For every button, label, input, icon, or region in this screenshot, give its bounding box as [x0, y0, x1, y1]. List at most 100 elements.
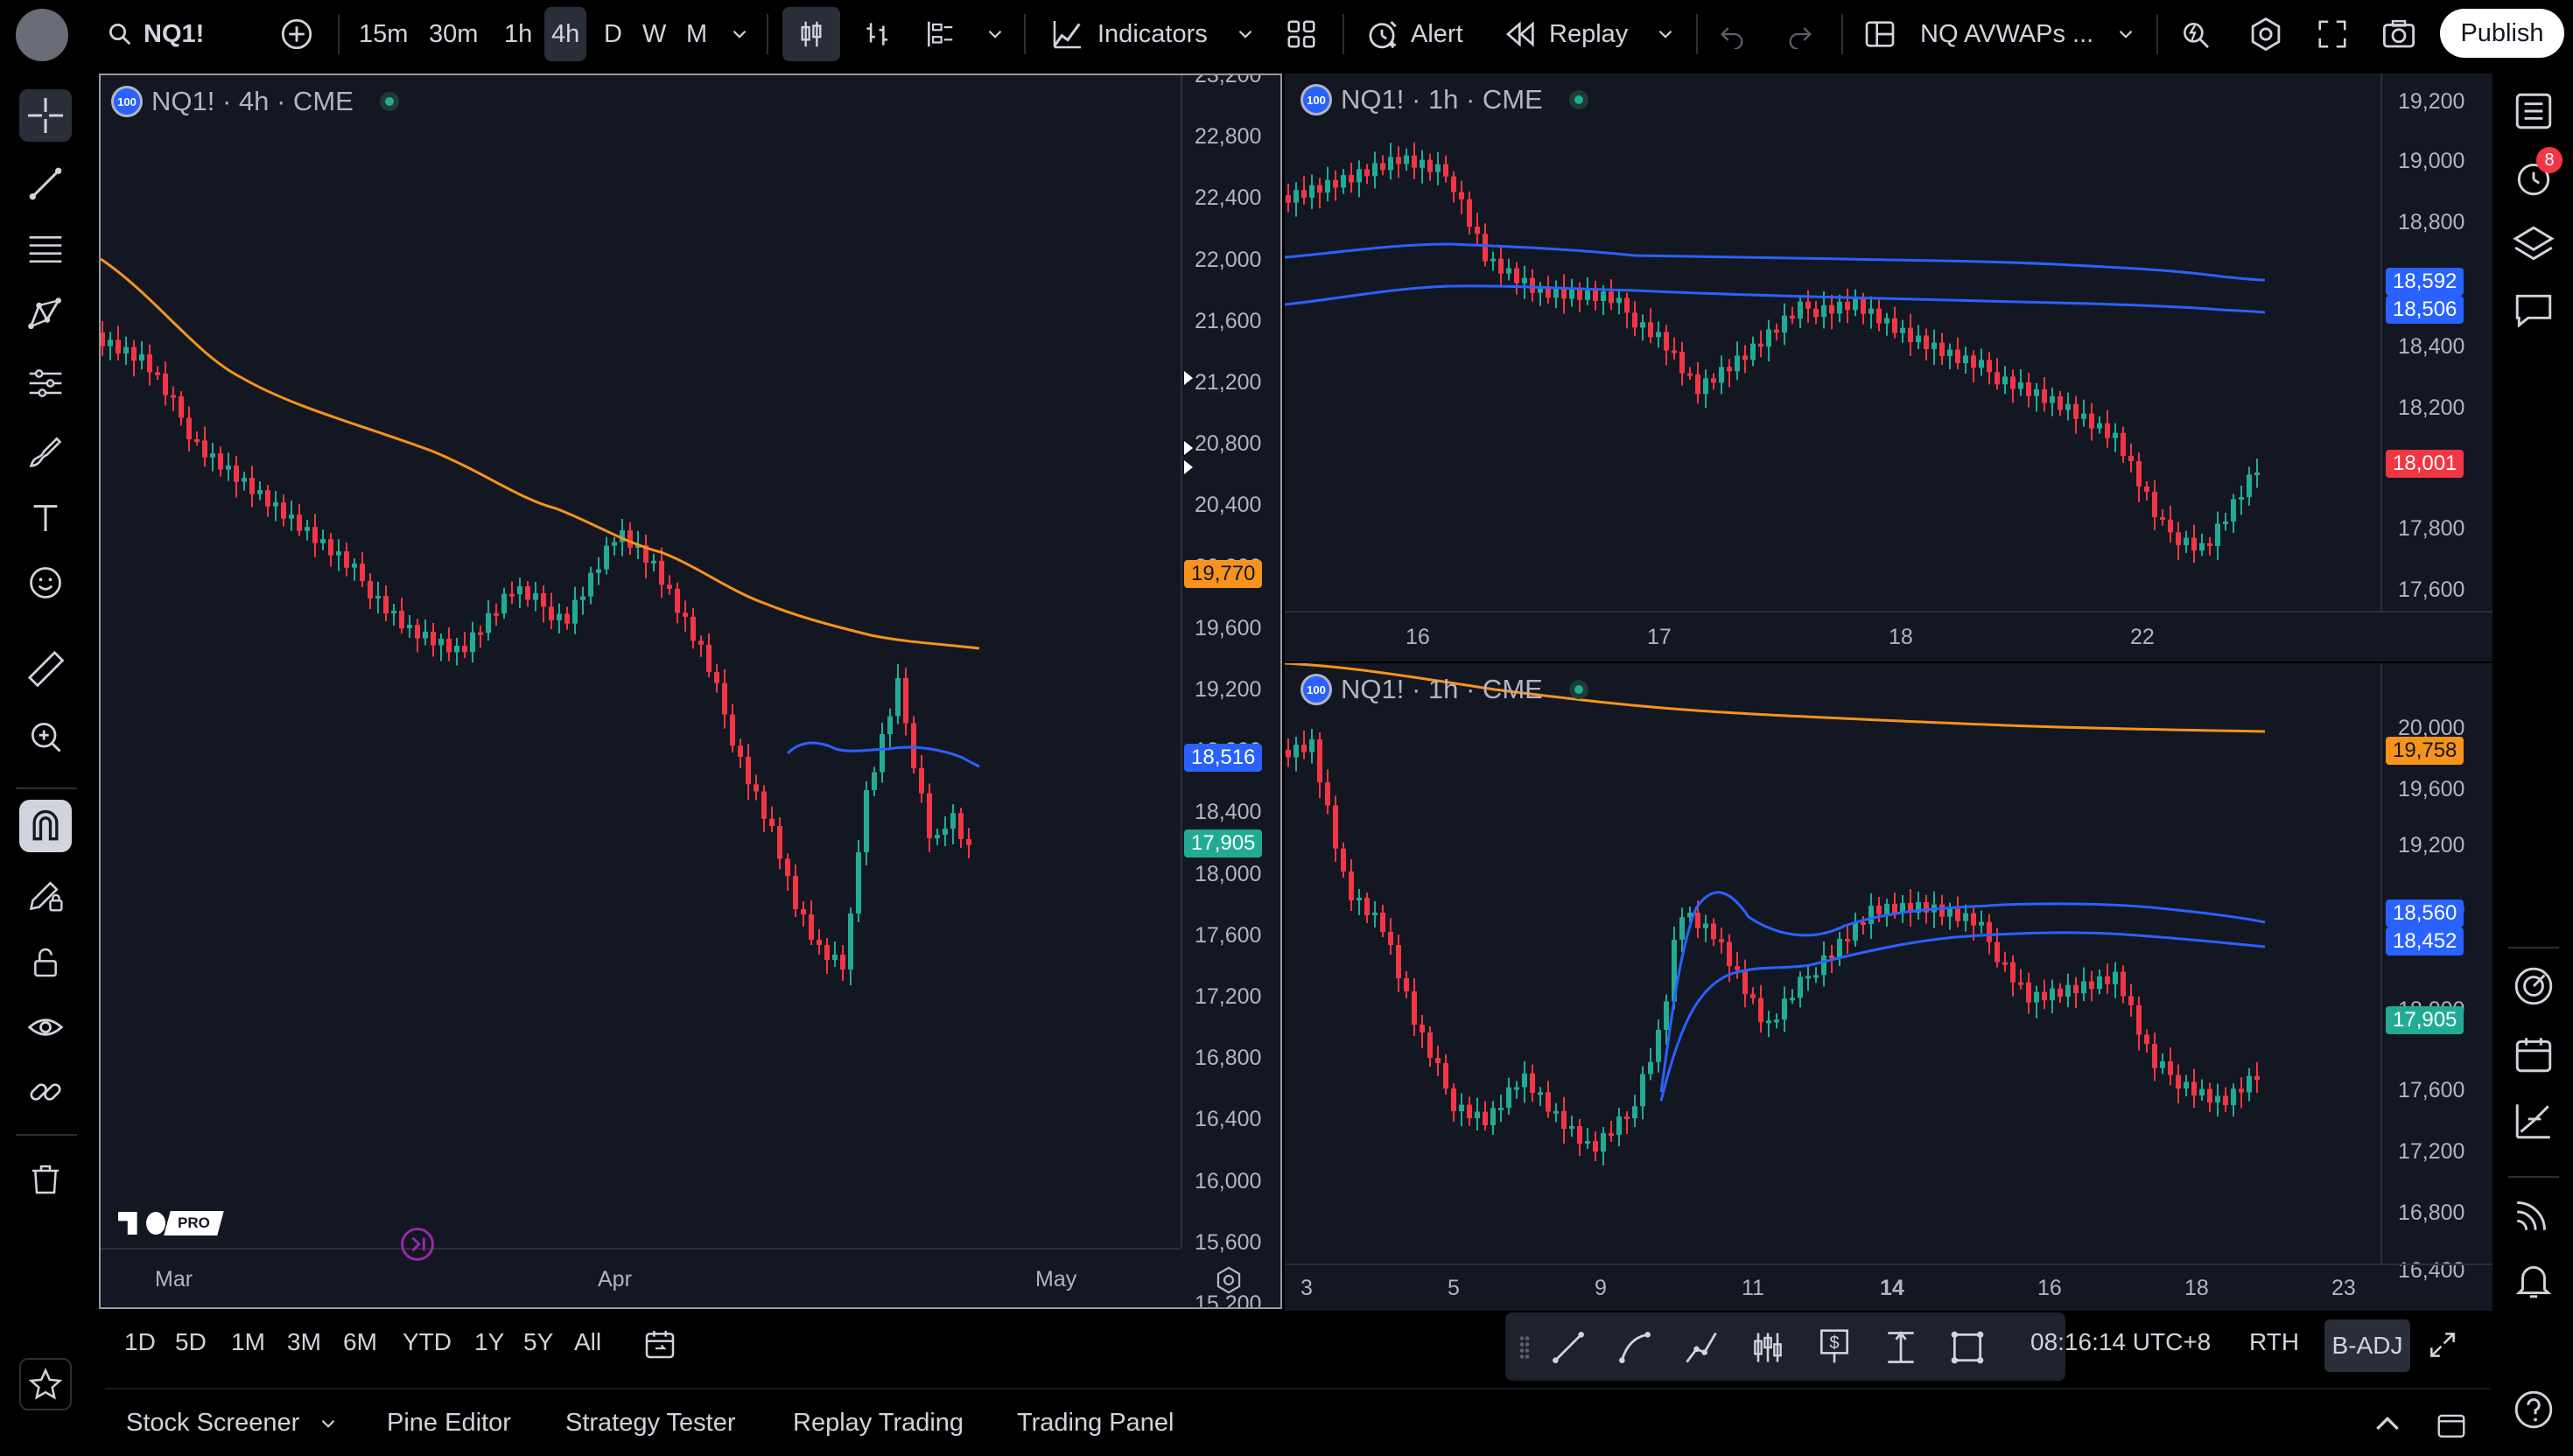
range-5y[interactable]: 5Y	[523, 1328, 554, 1355]
object-tree-button[interactable]	[2512, 222, 2555, 270]
replay-button[interactable]: Replay	[1504, 0, 1628, 68]
range-all[interactable]: All	[574, 1328, 602, 1355]
pane-title[interactable]: 100 NQ1! · 1h · CME	[1301, 674, 1588, 705]
hide-tool[interactable]	[19, 1001, 72, 1054]
range-5d[interactable]: 5D	[175, 1328, 207, 1355]
brush-tool[interactable]	[19, 425, 72, 478]
line-tool-icon[interactable]	[1549, 1328, 1588, 1367]
favorites-tool[interactable]	[19, 1358, 72, 1410]
range-ytd[interactable]: YTD	[403, 1328, 452, 1355]
interval-w[interactable]: W	[642, 19, 667, 48]
bar-chart-button[interactable]	[861, 0, 894, 68]
range-1d[interactable]: 1D	[124, 1328, 156, 1355]
tab-pine-editor[interactable]: Pine Editor	[387, 1409, 511, 1437]
chart-pane-4h[interactable]: 100 NQ1! · 4h · CME 23,200 22,800 22,400 22…	[99, 74, 1282, 1309]
range-1m[interactable]: 1M	[231, 1328, 265, 1355]
notifications-button[interactable]	[2512, 1258, 2555, 1306]
replay-dropdown[interactable]	[1654, 0, 1677, 68]
streams-button[interactable]	[2512, 1192, 2555, 1240]
goto-date-button[interactable]	[642, 1326, 677, 1366]
layout-grid-button[interactable]	[1285, 0, 1318, 68]
fullscreen-button[interactable]	[2316, 0, 2349, 68]
alert-button[interactable]: Alert	[1364, 0, 1463, 68]
range-1y[interactable]: 1Y	[474, 1328, 505, 1355]
drag-handle-icon[interactable]	[1519, 1335, 1530, 1360]
crosshair-tool[interactable]	[19, 89, 72, 142]
layout-dropdown[interactable]	[2114, 0, 2137, 68]
interval-4h[interactable]: 4h	[544, 7, 587, 61]
magnet-tool[interactable]	[19, 800, 72, 852]
adjustment-toggle[interactable]: B-ADJ	[2324, 1320, 2410, 1372]
chevron-down-icon[interactable]	[317, 1412, 340, 1435]
layout-select-button[interactable]: NQ AVWAPs ...	[1862, 0, 2093, 68]
snapshot-button[interactable]	[2380, 0, 2417, 68]
alerts-button[interactable]: 8	[2512, 147, 2562, 204]
redo-button[interactable]	[1785, 0, 1815, 68]
lock-tool[interactable]	[19, 936, 72, 989]
time-scale[interactable]: Mar Apr May	[101, 1248, 1181, 1307]
zoom-tool[interactable]	[19, 710, 72, 763]
indicators-button[interactable]: Indicators	[1050, 0, 1208, 68]
price-scale[interactable]: 23,200 22,800 22,400 22,000 21,600 21,200 20,8…	[1181, 75, 1280, 1307]
chart-pane-1h-bottom[interactable]: 100 NQ1! · 1h · CME 20,000 19,600 19,200 18…	[1285, 663, 2492, 1311]
trendline-tool[interactable]	[19, 158, 72, 210]
symbol-search[interactable]: NQ1!	[107, 0, 204, 68]
fib-tool[interactable]	[19, 224, 72, 276]
curve-tool-icon[interactable]	[1616, 1328, 1654, 1367]
time-scale[interactable]: 3 5 9 11 14 16 18 23	[1285, 1264, 2492, 1311]
price-scale[interactable]: 20,00019,60019,20018,80018,00017,60017,2…	[2380, 663, 2492, 1283]
chart-pane-1h-top[interactable]: 100 NQ1! · 1h · CME 19,200 19,000 18,800 18…	[1285, 74, 2492, 662]
pane-title[interactable]: 100 NQ1! · 1h · CME	[1301, 84, 1588, 116]
rectangle-tool-icon[interactable]	[1948, 1328, 1987, 1367]
watchlist-button[interactable]	[2512, 89, 2555, 137]
time-scale[interactable]: 16 17 18 22	[1285, 611, 2492, 662]
chart-type-button[interactable]	[782, 7, 840, 61]
lock-drawings-tool[interactable]	[19, 868, 72, 920]
price-range-icon[interactable]	[1882, 1328, 1920, 1367]
publish-button[interactable]: Publish	[2440, 9, 2564, 58]
pane-title[interactable]: 100 NQ1! · 4h · CME	[111, 86, 399, 117]
clock-display[interactable]: 08:16:14 UTC+8	[2030, 1328, 2212, 1355]
help-button[interactable]	[2512, 1388, 2555, 1436]
chart-style-dropdown[interactable]	[984, 0, 1006, 68]
maximize-panel-icon[interactable]	[2435, 1409, 2468, 1442]
undo-button[interactable]	[1717, 0, 1747, 68]
tab-replay-trading[interactable]: Replay Trading	[793, 1409, 964, 1437]
pattern-tool[interactable]	[19, 289, 72, 341]
chevron-up-icon[interactable]	[2370, 1407, 2405, 1442]
candles-tool-icon[interactable]	[1749, 1328, 1787, 1367]
pine-button[interactable]	[2512, 1099, 2555, 1147]
tab-trading-panel[interactable]: Trading Panel	[1017, 1409, 1174, 1437]
range-6m[interactable]: 6M	[343, 1328, 377, 1355]
chart-style-button[interactable]	[922, 0, 957, 68]
compare-button[interactable]	[278, 0, 315, 68]
interval-1h[interactable]: 1h	[504, 19, 533, 48]
ruler-tool[interactable]	[19, 642, 72, 695]
remove-drawings-tool[interactable]	[19, 1153, 72, 1206]
user-avatar[interactable]	[16, 9, 68, 61]
interval-15m[interactable]: 15m	[359, 19, 409, 48]
quick-search-button[interactable]	[2177, 0, 2212, 68]
indicators-dropdown[interactable]	[1234, 0, 1257, 68]
session-toggle[interactable]: RTH	[2249, 1328, 2300, 1355]
link-tool[interactable]	[19, 1066, 72, 1118]
price-note-icon[interactable]: $	[1815, 1326, 1854, 1367]
tab-strategy-tester[interactable]: Strategy Tester	[565, 1409, 736, 1437]
settings-button[interactable]	[2247, 0, 2284, 68]
scale-settings-button[interactable]	[1214, 1265, 1244, 1299]
text-tool[interactable]	[19, 492, 72, 544]
interval-30m[interactable]: 30m	[429, 19, 479, 48]
tab-stock-screener[interactable]: Stock Screener	[126, 1409, 300, 1437]
interval-m[interactable]: M	[686, 19, 708, 48]
emoji-tool[interactable]	[19, 556, 72, 609]
go-to-realtime-button[interactable]	[398, 1225, 437, 1268]
interval-dropdown[interactable]	[728, 0, 751, 68]
calendar-button[interactable]	[2512, 1032, 2555, 1081]
price-scale[interactable]: 19,200 19,000 18,800 18,400 18,200 17,800 17,6…	[2380, 74, 2492, 611]
prediction-tool[interactable]	[19, 357, 72, 410]
path-tool-icon[interactable]	[1682, 1328, 1721, 1367]
ideas-button[interactable]	[2512, 964, 2555, 1012]
maximize-button[interactable]	[2426, 1328, 2459, 1366]
range-3m[interactable]: 3M	[287, 1328, 321, 1355]
chats-button[interactable]	[2512, 289, 2555, 337]
